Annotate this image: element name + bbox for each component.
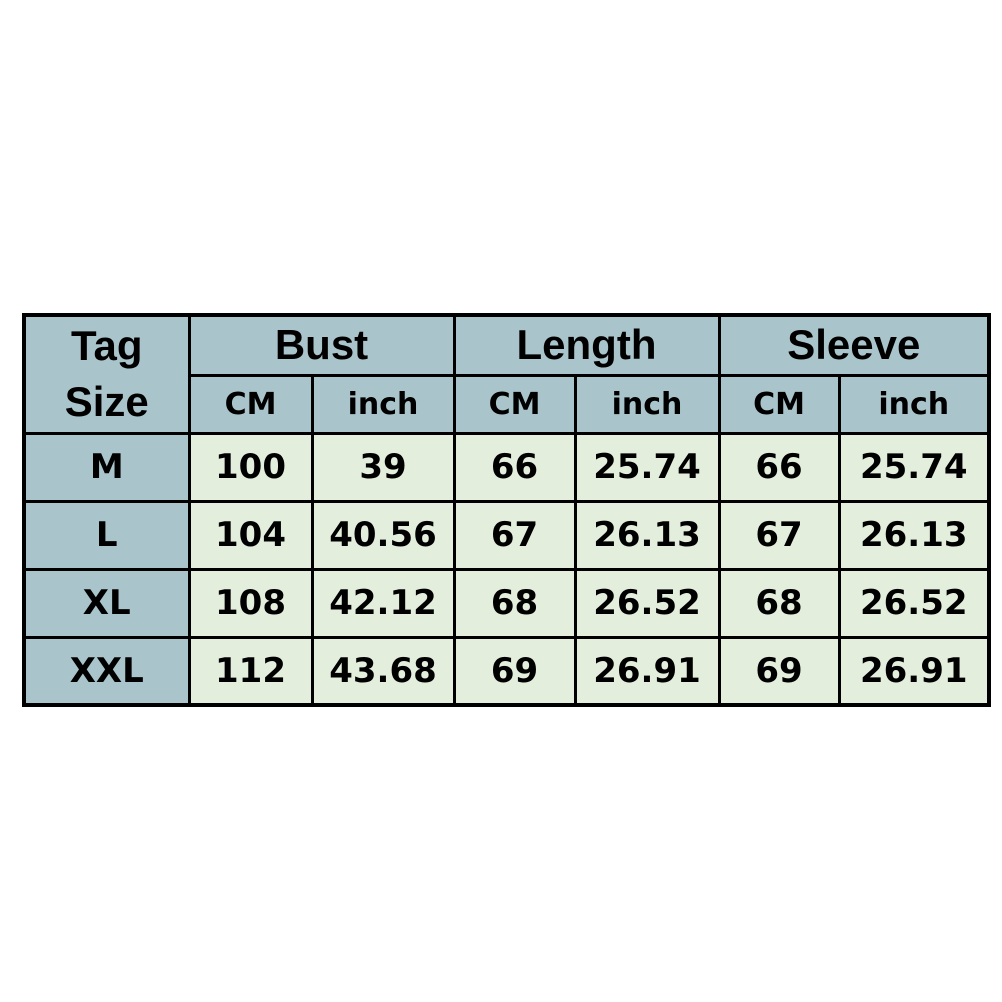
size-label-xxl: XXL <box>22 635 191 707</box>
group-header-bust: Bust <box>187 313 456 377</box>
table-row-l: L 104 40.56 67 26.13 67 26.13 <box>22 499 991 571</box>
group-header-length: Length <box>452 313 721 377</box>
size-label-m: M <box>22 431 191 503</box>
cell-xxl-bust-inch: 43.68 <box>310 635 456 707</box>
table-row-m: M 100 39 66 25.74 66 25.74 <box>22 431 991 503</box>
cell-l-sleeve-inch: 26.13 <box>837 499 991 571</box>
unit-header-row: CM inch CM inch CM inch <box>24 373 991 435</box>
cell-m-bust-cm: 100 <box>187 431 314 503</box>
size-chart-table: Tag Size Bust Length Sleeve CM inch CM i… <box>22 313 991 707</box>
group-header-sleeve: Sleeve <box>717 313 991 377</box>
corner-header-line1: Tag <box>70 321 143 369</box>
cell-xxl-bust-cm: 112 <box>187 635 314 707</box>
cell-l-bust-cm: 104 <box>187 499 314 571</box>
unit-header-length-cm: CM <box>452 373 577 435</box>
table-row-xxl: XXL 112 43.68 69 26.91 69 26.91 <box>22 635 991 707</box>
cell-l-bust-inch: 40.56 <box>310 499 456 571</box>
corner-header-line2: Size <box>64 378 149 426</box>
cell-m-length-inch: 25.74 <box>573 431 721 503</box>
cell-l-length-inch: 26.13 <box>573 499 721 571</box>
size-label-l: L <box>22 499 191 571</box>
unit-header-bust-inch: inch <box>310 373 456 435</box>
cell-xl-bust-cm: 108 <box>187 567 314 639</box>
corner-header-tag-size: Tag Size <box>22 313 191 435</box>
group-header-row: Tag Size Bust Length Sleeve <box>22 313 991 435</box>
cell-xl-bust-inch: 42.12 <box>310 567 456 639</box>
cell-xl-sleeve-cm: 68 <box>717 567 841 639</box>
cell-m-sleeve-inch: 25.74 <box>837 431 991 503</box>
cell-xxl-sleeve-cm: 69 <box>717 635 841 707</box>
cell-l-length-cm: 67 <box>452 499 577 571</box>
cell-xxl-length-inch: 26.91 <box>573 635 721 707</box>
cell-m-length-cm: 66 <box>452 431 577 503</box>
unit-header-sleeve-inch: inch <box>837 373 991 435</box>
unit-header-bust-cm: CM <box>187 373 314 435</box>
cell-xxl-length-cm: 69 <box>452 635 577 707</box>
cell-xl-sleeve-inch: 26.52 <box>837 567 991 639</box>
cell-l-sleeve-cm: 67 <box>717 499 841 571</box>
cell-xl-length-cm: 68 <box>452 567 577 639</box>
unit-header-sleeve-cm: CM <box>717 373 841 435</box>
cell-m-bust-inch: 39 <box>310 431 456 503</box>
unit-header-length-inch: inch <box>573 373 721 435</box>
table-row-xl: XL 108 42.12 68 26.52 68 26.52 <box>22 567 991 639</box>
cell-m-sleeve-cm: 66 <box>717 431 841 503</box>
size-label-xl: XL <box>22 567 191 639</box>
cell-xl-length-inch: 26.52 <box>573 567 721 639</box>
cell-xxl-sleeve-inch: 26.91 <box>837 635 991 707</box>
